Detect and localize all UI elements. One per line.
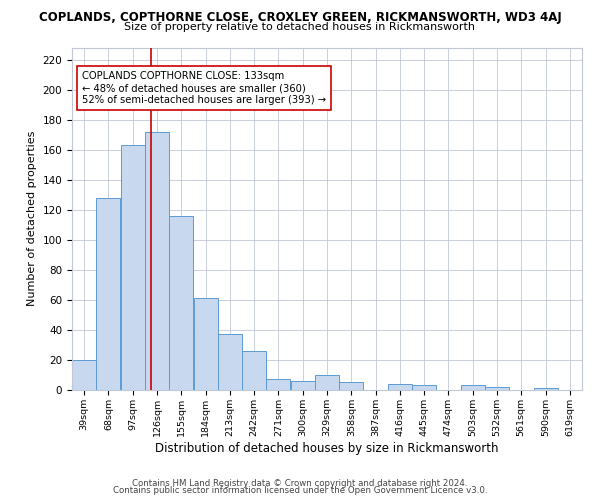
Bar [290, 381, 315, 390]
Bar [121, 145, 145, 390]
Bar [218, 334, 242, 390]
Bar [339, 382, 364, 390]
Bar [461, 386, 485, 390]
Text: Size of property relative to detached houses in Rickmansworth: Size of property relative to detached ho… [125, 22, 476, 32]
Text: COPLANDS COPTHORNE CLOSE: 133sqm
← 48% of detached houses are smaller (360)
52% : COPLANDS COPTHORNE CLOSE: 133sqm ← 48% o… [82, 72, 326, 104]
Bar [315, 375, 339, 390]
Bar [485, 387, 509, 390]
Text: COPLANDS, COPTHORNE CLOSE, CROXLEY GREEN, RICKMANSWORTH, WD3 4AJ: COPLANDS, COPTHORNE CLOSE, CROXLEY GREEN… [38, 11, 562, 24]
Bar [242, 351, 266, 390]
Bar [533, 388, 557, 390]
Bar [266, 380, 290, 390]
Text: Contains HM Land Registry data © Crown copyright and database right 2024.: Contains HM Land Registry data © Crown c… [132, 478, 468, 488]
Bar [97, 198, 121, 390]
Bar [412, 386, 436, 390]
Bar [72, 360, 96, 390]
Bar [145, 132, 169, 390]
Bar [194, 298, 218, 390]
Text: Contains public sector information licensed under the Open Government Licence v3: Contains public sector information licen… [113, 486, 487, 495]
X-axis label: Distribution of detached houses by size in Rickmansworth: Distribution of detached houses by size … [155, 442, 499, 454]
Bar [388, 384, 412, 390]
Y-axis label: Number of detached properties: Number of detached properties [27, 131, 37, 306]
Bar [169, 216, 193, 390]
